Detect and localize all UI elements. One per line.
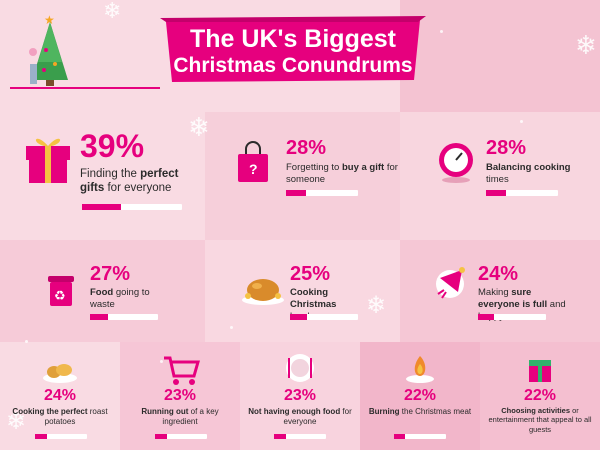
snowflake-icon: ❄: [366, 292, 387, 319]
progress-bar: [90, 314, 158, 320]
progress-bar: [35, 434, 87, 439]
item-label: Food going to waste: [90, 287, 150, 310]
roast-turkey-icon: [240, 268, 286, 308]
burning-food-icon: [404, 352, 436, 384]
snowflake-icon: ❄: [575, 30, 597, 60]
progress-bar: [286, 190, 358, 196]
percent-value: 24%: [478, 263, 519, 285]
title-banner: The UK's Biggest Christmas Conundrums: [148, 16, 438, 86]
progress-bar: [486, 190, 558, 196]
empty-plate-icon: [284, 352, 316, 384]
progress-bar: [290, 314, 358, 320]
item-label: Balancing cooking times: [486, 162, 571, 185]
title-line-1: The UK's Biggest: [190, 25, 396, 53]
item-label: Choosing activities or entertainment tha…: [488, 406, 592, 434]
item-label: Forgetting to buy a gift for someone: [286, 162, 398, 185]
recycle-bin-icon: ♻: [44, 272, 78, 308]
percent-value: 22%: [403, 387, 437, 404]
item-label: Cooking the perfect roast potatoes: [12, 407, 108, 426]
progress-bar: [394, 434, 446, 439]
shopping-bag-icon: ?: [232, 140, 274, 186]
christmas-tree-icon: ★: [22, 12, 82, 92]
snowflake-icon: ❄: [6, 408, 27, 435]
page-title: The UK's Biggest Christmas Conundrums: [148, 26, 438, 78]
percent-value: 22%: [523, 387, 557, 404]
snowflake-icon: ❄: [188, 112, 210, 142]
percent-value: 27%: [90, 263, 131, 285]
snowflake-icon: ❄: [103, 0, 122, 23]
item-label: Not having enough food for everyone: [248, 407, 352, 426]
percent-value: 28%: [286, 137, 327, 159]
item-label: Running out of a key ingredient: [141, 407, 219, 426]
item-label: Finding the perfect gifts for everyone: [80, 168, 179, 195]
svg-text:?: ?: [249, 161, 258, 177]
item-label: Burning the Christmas meat: [368, 407, 472, 416]
title-line-2: Christmas Conundrums: [173, 54, 413, 77]
progress-bar: [478, 314, 546, 320]
percent-value: 28%: [486, 137, 527, 159]
svg-text:★: ★: [44, 13, 55, 27]
percent-value: 23%: [283, 387, 317, 404]
gift-box-icon: [526, 352, 554, 384]
timer-icon: [434, 140, 478, 184]
progress-bar: [82, 204, 182, 210]
gift-icon: [22, 128, 74, 188]
roast-potatoes-icon: [42, 356, 78, 384]
percent-value: 25%: [290, 263, 331, 285]
svg-text:♻: ♻: [54, 288, 66, 303]
shopping-trolley-icon: [162, 354, 200, 386]
party-hat-icon: [432, 264, 472, 304]
progress-bar: [155, 434, 207, 439]
percent-value: 23%: [163, 387, 197, 404]
percent-value: 24%: [43, 387, 77, 404]
percent-value: 39%: [80, 128, 145, 164]
progress-bar: [274, 434, 326, 439]
